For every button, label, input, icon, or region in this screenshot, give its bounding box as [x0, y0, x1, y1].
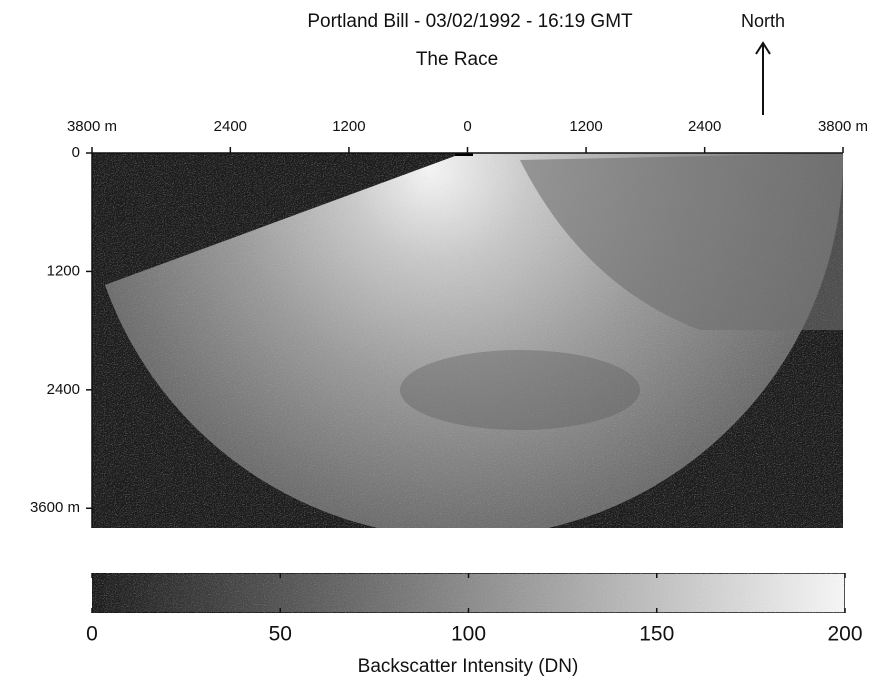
x-tick-label: 2400: [688, 118, 721, 135]
colorbar-tick-label: 100: [451, 623, 486, 646]
colorbar-label: Backscatter Intensity (DN): [358, 656, 579, 677]
colorbar-tick-label: 150: [639, 623, 674, 646]
north-arrow: [755, 41, 771, 115]
x-tick-label: 1200: [332, 118, 365, 135]
colorbar-tick-label: 200: [827, 623, 862, 646]
colorbar-tick-label: 0: [86, 623, 98, 646]
x-tick-label: 2400: [214, 118, 247, 135]
title: Portland Bill - 03/02/1992 - 16:19 GMT: [307, 11, 633, 32]
x-tick-label: 3800 m: [818, 118, 868, 135]
y-tick-label: 1200: [47, 262, 80, 279]
colorbar: [91, 572, 846, 614]
subtitle: The Race: [416, 49, 498, 70]
radar-image: [92, 153, 843, 528]
colorbar-tick-label: 50: [269, 623, 292, 646]
x-tick-label: 0: [463, 118, 471, 135]
y-tick-label: 0: [72, 144, 80, 161]
y-tick-label: 2400: [47, 381, 80, 398]
x-tick-label: 3800 m: [67, 118, 117, 135]
north-label: North: [741, 11, 785, 31]
x-tick-label: 1200: [569, 118, 602, 135]
y-tick-label: 3600 m: [30, 499, 80, 516]
